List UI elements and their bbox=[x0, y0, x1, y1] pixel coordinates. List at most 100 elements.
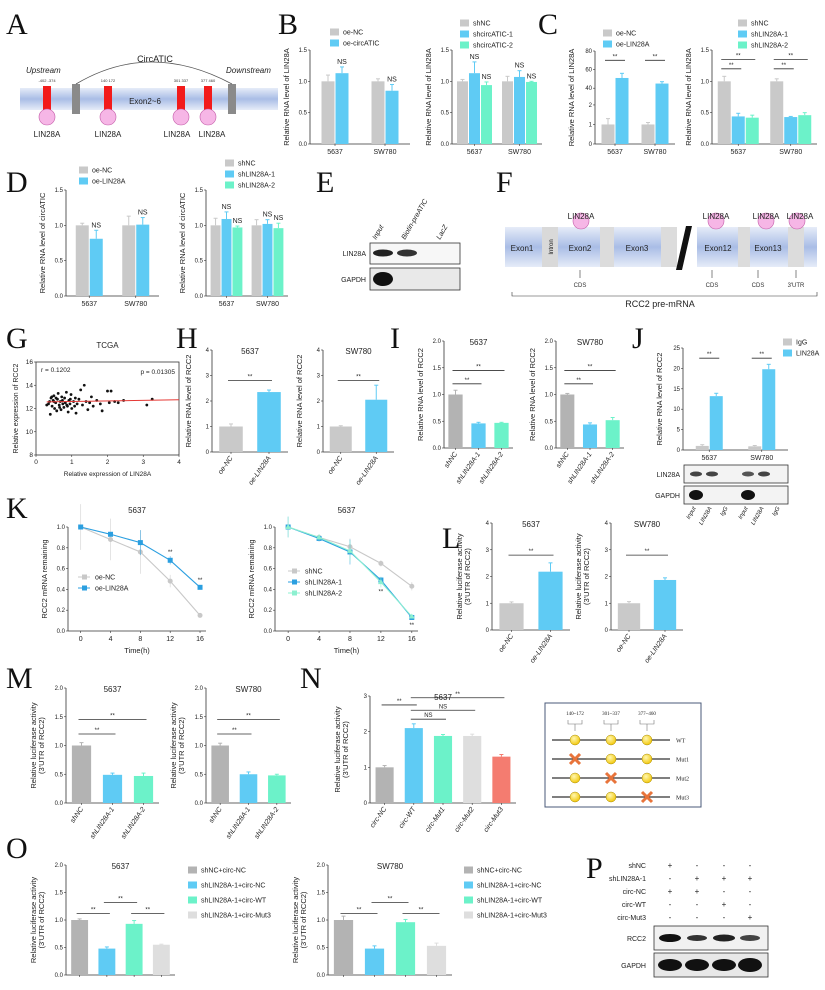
site-range: -402 -374 bbox=[38, 78, 56, 83]
protein-blob-icon bbox=[172, 108, 190, 126]
bar bbox=[221, 218, 232, 296]
y-tick-label: 0 bbox=[589, 142, 593, 148]
data-point bbox=[409, 583, 415, 589]
legend-label: shLIN28A-2 bbox=[238, 183, 275, 190]
y-tick-label: 3 bbox=[364, 694, 368, 700]
legend-label: shLIN28A-1 bbox=[238, 172, 275, 179]
mutation-x-icon bbox=[640, 790, 654, 804]
upstream-label: Upstream bbox=[26, 66, 61, 75]
site-bar bbox=[177, 86, 185, 112]
data-point bbox=[56, 391, 60, 395]
bar bbox=[211, 745, 229, 803]
bar bbox=[268, 775, 286, 803]
bar bbox=[784, 117, 798, 144]
y-axis-label: (3'UTR of RCC2) bbox=[37, 717, 46, 774]
data-point bbox=[90, 395, 93, 399]
legend-swatch bbox=[225, 159, 234, 167]
legend-swatch bbox=[783, 338, 792, 346]
y-tick-label: 0.5 bbox=[433, 419, 442, 425]
bar bbox=[329, 426, 352, 452]
x-category-label: shNC bbox=[443, 450, 459, 469]
x-category-label: 5637 bbox=[607, 149, 623, 156]
panel-label-o: O bbox=[6, 832, 28, 865]
significance-label: ** bbox=[145, 907, 150, 913]
condition-mark: + bbox=[668, 861, 673, 870]
bar bbox=[745, 117, 759, 144]
x-category-label: 5637 bbox=[219, 301, 235, 308]
y-axis-label: Relative RNA level of RCC2 bbox=[655, 353, 664, 446]
chart-title: 5637 bbox=[104, 685, 122, 694]
legend-marker bbox=[292, 590, 297, 596]
x-category-label: SW780 bbox=[779, 149, 802, 156]
data-point bbox=[45, 403, 49, 407]
data-point bbox=[285, 524, 292, 529]
bar bbox=[499, 603, 524, 630]
bar bbox=[365, 399, 388, 452]
bar bbox=[471, 423, 486, 448]
y-tick-label: 0.4 bbox=[57, 587, 66, 593]
downstream-label: Downstream bbox=[226, 66, 271, 75]
x-category-label: circ-WT bbox=[398, 806, 418, 830]
data-point bbox=[54, 396, 58, 400]
y-tick-label: 3 bbox=[206, 374, 210, 380]
band bbox=[713, 934, 735, 942]
correlation-p: p = 0.01305 bbox=[140, 369, 175, 376]
condition-mark: + bbox=[695, 887, 700, 896]
x-category-label: 5637 bbox=[701, 455, 717, 462]
bar bbox=[71, 920, 89, 975]
protein-blob-icon bbox=[788, 212, 806, 230]
bar bbox=[219, 426, 243, 452]
chart-L2: 0 1 2 3 4 Relative luciferase activity (3'UTR … bbox=[574, 520, 683, 665]
legend-swatch bbox=[738, 41, 747, 49]
x-category-label: circ-Mut3 bbox=[483, 806, 505, 834]
y-tick-label: 0.5 bbox=[299, 111, 308, 117]
bar bbox=[481, 85, 492, 144]
lane-label: Input bbox=[738, 506, 750, 521]
bar bbox=[492, 756, 511, 803]
y-tick-label: 0.0 bbox=[441, 142, 450, 148]
significance-label: ** bbox=[95, 728, 100, 734]
panel-label-i: I bbox=[390, 322, 400, 355]
chart-B1: 0.0 0.5 1.0 1.5 Relative RNA level of LIN28A… bbox=[282, 28, 410, 156]
x-category-label: shNC bbox=[208, 805, 224, 824]
bar bbox=[641, 124, 655, 144]
condition-mark: - bbox=[723, 913, 726, 922]
bar bbox=[762, 369, 776, 450]
y-tick-label: 1 bbox=[589, 122, 593, 128]
x-tick-label: 0 bbox=[286, 636, 290, 643]
x-category-label: SW780 bbox=[256, 301, 279, 308]
y-tick-label: 2 bbox=[605, 575, 609, 581]
x-category-label: 5637 bbox=[81, 301, 97, 308]
bar bbox=[605, 420, 620, 448]
bar bbox=[125, 923, 143, 975]
data-point bbox=[59, 408, 63, 412]
legend-swatch bbox=[225, 170, 234, 178]
condition-mark: + bbox=[748, 913, 753, 922]
y-axis-label: Relative luciferase activity bbox=[574, 533, 583, 620]
exon-label: Exon1 bbox=[511, 244, 534, 253]
bar bbox=[210, 225, 221, 296]
data-point bbox=[77, 397, 81, 401]
y-tick-label: 1.5 bbox=[441, 48, 450, 54]
bar bbox=[748, 446, 762, 450]
legend-swatch bbox=[464, 911, 473, 919]
chart-M2: 0.0 0.5 1.0 1.5 2.0 Relative luciferase activ… bbox=[169, 685, 291, 840]
x-category-label: 5637 bbox=[467, 149, 483, 156]
legend-swatch bbox=[603, 29, 612, 37]
legend-label: shLIN28A-1+circ-NC bbox=[477, 883, 541, 890]
legend-swatch bbox=[330, 28, 339, 36]
data-point bbox=[48, 412, 52, 416]
site-range: 301 337 bbox=[174, 78, 189, 83]
y-tick-label: 0 bbox=[317, 450, 321, 456]
x-category-label: oe-LIN28A bbox=[529, 633, 554, 665]
x-category-label: shNC bbox=[69, 805, 85, 824]
band bbox=[687, 935, 707, 941]
y-axis-label: Relative RNA level of circATIC bbox=[178, 192, 187, 293]
y-axis-label: Relative RNA level of LIN28A bbox=[567, 49, 576, 147]
y-tick-label: 0.0 bbox=[264, 629, 273, 635]
significance-label: NS bbox=[138, 210, 148, 217]
y-tick-label: 4 bbox=[206, 348, 210, 354]
bar bbox=[321, 81, 335, 144]
bar bbox=[98, 948, 116, 975]
bracket bbox=[511, 292, 818, 297]
